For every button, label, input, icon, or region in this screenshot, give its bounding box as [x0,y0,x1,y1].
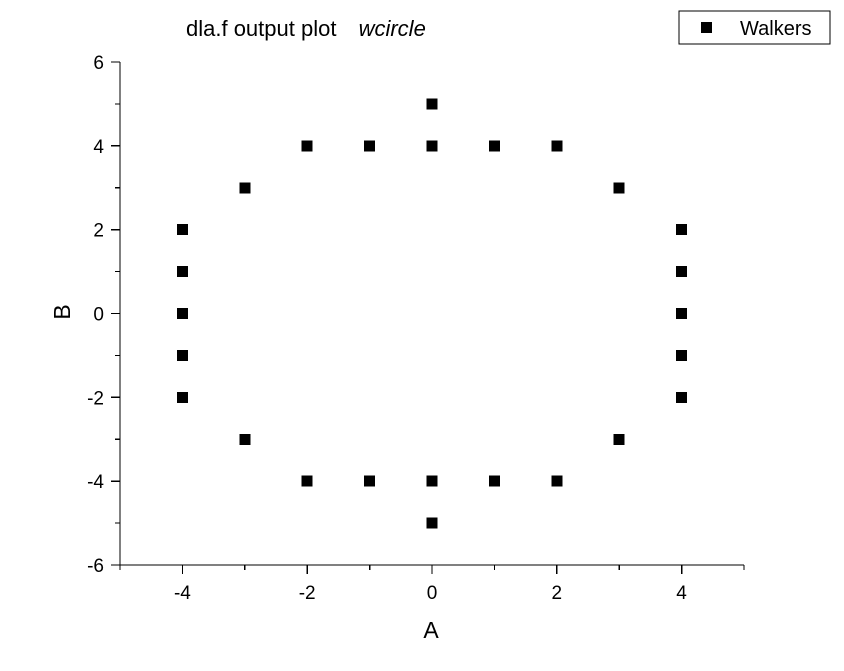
data-point [176,349,188,361]
data-point [613,182,625,194]
data-point [176,266,188,278]
legend-label: Walkers [740,18,811,40]
y-tick-label: -2 [87,388,104,409]
data-point [488,475,500,487]
ticks-layer: -4 -2 0 2 4 -6 -4 -2 0 2 4 6 [87,53,745,604]
data-point [488,140,500,152]
data-point [551,140,563,152]
data-point [301,475,313,487]
data-point [426,475,438,487]
y-tick-label: 0 [93,305,104,326]
chart-title-main: dla.f output plot [186,16,336,41]
data-point [676,266,688,278]
x-tick-label: 4 [676,583,687,604]
y-tick-label: -4 [87,472,104,493]
data-point [239,433,251,445]
data-point [176,391,188,403]
data-point [676,308,688,319]
x-tick-label: 0 [427,583,438,604]
data-point [364,140,376,152]
data-point [301,140,313,152]
x-tick-label: -4 [174,583,191,604]
data-point [364,475,376,487]
data-point [676,349,688,361]
points-layer [176,98,688,529]
legend-marker [701,22,712,33]
data-point [551,475,563,487]
data-point [239,182,251,194]
data-point [176,308,188,319]
chart-title-italic: wcircle [359,16,426,41]
y-tick-label: 4 [93,137,104,158]
x-tick-label: -2 [299,583,316,604]
data-point [613,433,625,445]
y-axis-title: B [49,304,75,319]
data-point [676,391,688,403]
data-point [176,224,188,236]
data-point [426,98,438,110]
y-tick-label: 6 [93,53,104,74]
legend: Walkers [678,10,831,45]
chart-title: dla.f output plot wcircle [186,16,426,41]
x-tick-label: 2 [552,583,563,604]
data-point [426,140,438,152]
y-tick-label: -6 [87,556,104,577]
x-axis-title: A [423,617,439,643]
data-point [426,517,438,529]
y-tick-label: 2 [93,221,104,242]
data-point [676,224,688,236]
